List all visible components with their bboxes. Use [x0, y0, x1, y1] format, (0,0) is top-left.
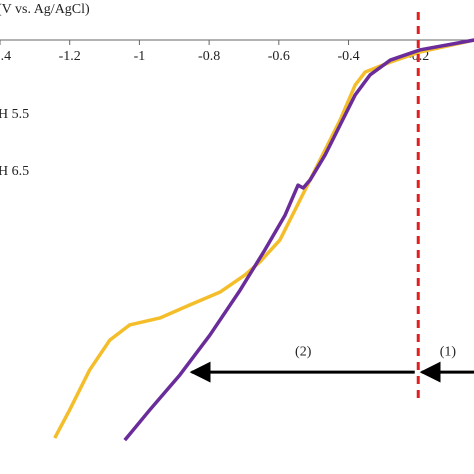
annotation-label: (1): [440, 344, 457, 359]
legend-entry: H 5.5: [0, 107, 29, 122]
x-axis-title: (V vs. Ag/AgCl): [0, 2, 90, 17]
x-tick-label: -1.4: [0, 49, 11, 64]
x-tick-label: -0.6: [268, 49, 290, 64]
x-tick-label: -0.4: [337, 49, 359, 64]
legend-entry: H 6.5: [0, 164, 29, 179]
x-tick-label: -1: [134, 49, 146, 64]
data-line: [53, 38, 474, 439]
data-line: [123, 38, 474, 442]
x-tick-label: -0.8: [198, 49, 220, 64]
x-tick-label: -1.2: [59, 49, 81, 64]
annotation-label: (2): [295, 344, 312, 359]
